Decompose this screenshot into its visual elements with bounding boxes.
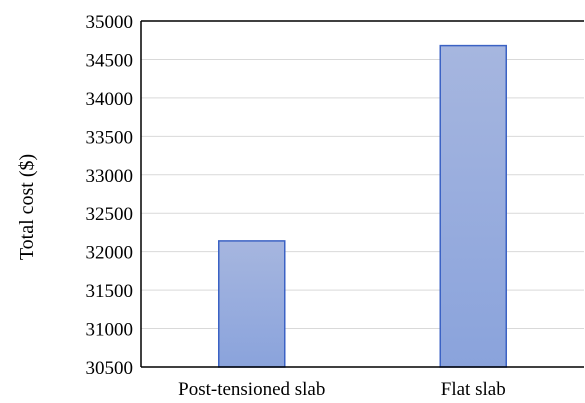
x-tick-label: Flat slab [441, 379, 506, 400]
bar-flat-slab [439, 44, 507, 368]
y-tick-label: 33000 [86, 166, 134, 187]
axes [140, 20, 584, 368]
y-tick-label: 32500 [86, 204, 134, 225]
y-tick-label: 33500 [86, 127, 134, 148]
bar-post-tensioned-slab [218, 240, 286, 368]
y-tick-label: 35000 [86, 12, 134, 33]
x-tick-labels: Post-tensioned slab Flat slab [178, 379, 506, 400]
y-tick-label: 31000 [86, 320, 134, 341]
y-axis-title: Total cost ($) [16, 154, 38, 260]
y-tick-label: 34000 [86, 89, 134, 110]
y-tick-labels: 30500 31000 31500 32000 32500 33000 33500 34000… [86, 12, 134, 379]
y-tick-label: 31500 [86, 281, 134, 302]
y-tick-label: 34500 [86, 50, 134, 71]
x-tick-label: Post-tensioned slab [178, 379, 325, 400]
gridlines [141, 20, 584, 330]
y-tick-label: 30500 [86, 358, 134, 379]
y-tick-label: 32000 [86, 243, 134, 264]
bars [218, 44, 507, 368]
